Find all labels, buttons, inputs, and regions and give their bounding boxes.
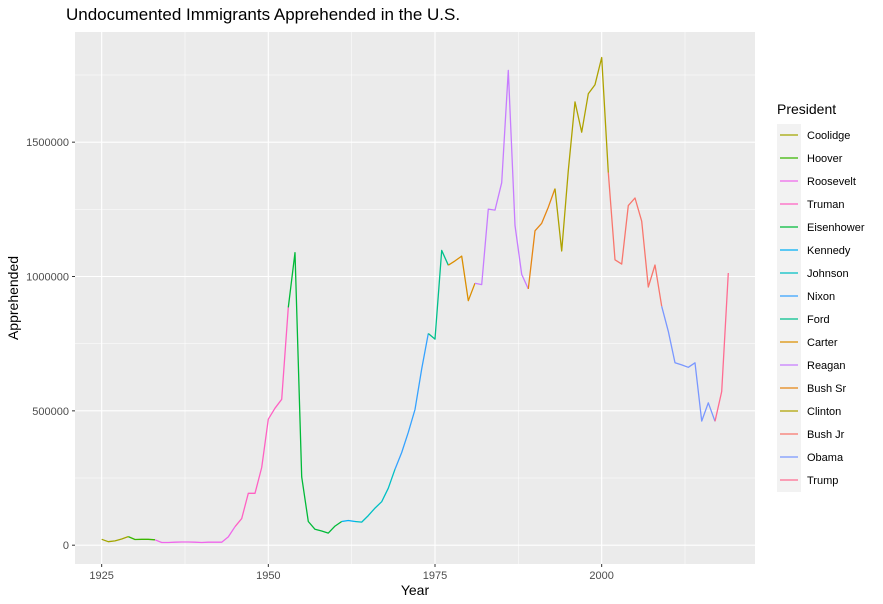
legend-item-johnson: Johnson bbox=[780, 268, 849, 280]
chart-title: Undocumented Immigrants Apprehended in t… bbox=[66, 5, 460, 24]
legend-item-eisenhower: Eisenhower bbox=[780, 222, 865, 234]
legend-label-coolidge: Coolidge bbox=[807, 130, 850, 142]
legend-item-clinton: Clinton bbox=[780, 406, 841, 418]
major-gridlines bbox=[75, 32, 755, 564]
x-axis-ticks: 1925 1950 1975 2000 bbox=[89, 564, 614, 582]
legend-label-eisenhower: Eisenhower bbox=[807, 222, 865, 234]
legend: President Coolidge Hoover Roosevelt Truman E… bbox=[777, 101, 865, 492]
legend-label-clinton: Clinton bbox=[807, 406, 841, 418]
series-line-hoover bbox=[128, 536, 156, 541]
series-line-coolidge bbox=[101, 535, 129, 543]
minor-gridlines bbox=[75, 32, 755, 564]
y-tick-label: 500000 bbox=[32, 406, 69, 418]
legend-item-bush-jr: Bush Jr bbox=[780, 429, 845, 441]
x-tick-label: 1975 bbox=[423, 570, 447, 582]
y-tick-label: 1500000 bbox=[26, 137, 69, 149]
series-line-trump bbox=[714, 272, 729, 422]
x-tick-label: 1950 bbox=[256, 570, 280, 582]
legend-label-carter: Carter bbox=[807, 337, 838, 349]
legend-item-roosevelt: Roosevelt bbox=[780, 176, 856, 188]
legend-label-obama: Obama bbox=[807, 452, 844, 464]
series-line-bush-jr bbox=[607, 172, 663, 307]
legend-item-reagan: Reagan bbox=[780, 360, 846, 372]
series-line-truman bbox=[234, 307, 289, 528]
y-tick-label: 1000000 bbox=[26, 272, 69, 284]
y-tick-label: 0 bbox=[63, 540, 69, 552]
series-line-reagan bbox=[474, 69, 529, 290]
legend-label-truman: Truman bbox=[807, 199, 845, 211]
legend-label-bush-sr: Bush Sr bbox=[807, 383, 846, 395]
series-line-obama bbox=[661, 306, 716, 422]
plot-panel bbox=[75, 32, 755, 564]
legend-item-truman: Truman bbox=[780, 199, 845, 211]
y-axis-title: Apprehended bbox=[5, 256, 21, 340]
legend-item-carter: Carter bbox=[780, 337, 838, 349]
legend-item-coolidge: Coolidge bbox=[780, 130, 850, 142]
legend-label-ford: Ford bbox=[807, 314, 830, 326]
x-axis-title: Year bbox=[401, 582, 430, 598]
series-line-roosevelt bbox=[154, 526, 236, 544]
legend-item-kennedy: Kennedy bbox=[780, 245, 851, 257]
legend-label-roosevelt: Roosevelt bbox=[807, 176, 856, 188]
legend-item-bush-sr: Bush Sr bbox=[780, 383, 846, 395]
legend-item-nixon: Nixon bbox=[780, 291, 835, 303]
x-tick-label: 1925 bbox=[89, 570, 113, 582]
series-line-bush-sr bbox=[527, 188, 556, 289]
legend-title: President bbox=[777, 101, 836, 117]
legend-item-hoover: Hoover bbox=[780, 153, 843, 165]
legend-label-bush-jr: Bush Jr bbox=[807, 429, 845, 441]
series-line-clinton bbox=[554, 56, 609, 252]
legend-label-johnson: Johnson bbox=[807, 268, 849, 280]
legend-item-ford: Ford bbox=[780, 314, 830, 326]
legend-label-hoover: Hoover bbox=[807, 153, 843, 165]
series-line-eisenhower bbox=[287, 251, 343, 534]
legend-label-reagan: Reagan bbox=[807, 360, 846, 372]
series-line-nixon bbox=[394, 333, 429, 470]
legend-key-background bbox=[777, 124, 801, 492]
series-line-ford bbox=[427, 249, 449, 340]
series-line-carter bbox=[447, 255, 476, 302]
legend-item-obama: Obama bbox=[780, 452, 844, 464]
legend-label-kennedy: Kennedy bbox=[807, 245, 851, 257]
series-line-kennedy bbox=[341, 519, 356, 523]
legend-label-trump: Trump bbox=[807, 475, 838, 487]
series-lines bbox=[101, 56, 729, 544]
legend-item-trump: Trump bbox=[780, 475, 838, 487]
series-line-johnson bbox=[354, 468, 396, 523]
legend-items: Coolidge Hoover Roosevelt Truman Eisenhower K… bbox=[780, 130, 865, 487]
legend-label-nixon: Nixon bbox=[807, 291, 835, 303]
x-tick-label: 2000 bbox=[589, 570, 613, 582]
y-axis-ticks: 0 500000 1000000 1500000 bbox=[26, 137, 75, 552]
